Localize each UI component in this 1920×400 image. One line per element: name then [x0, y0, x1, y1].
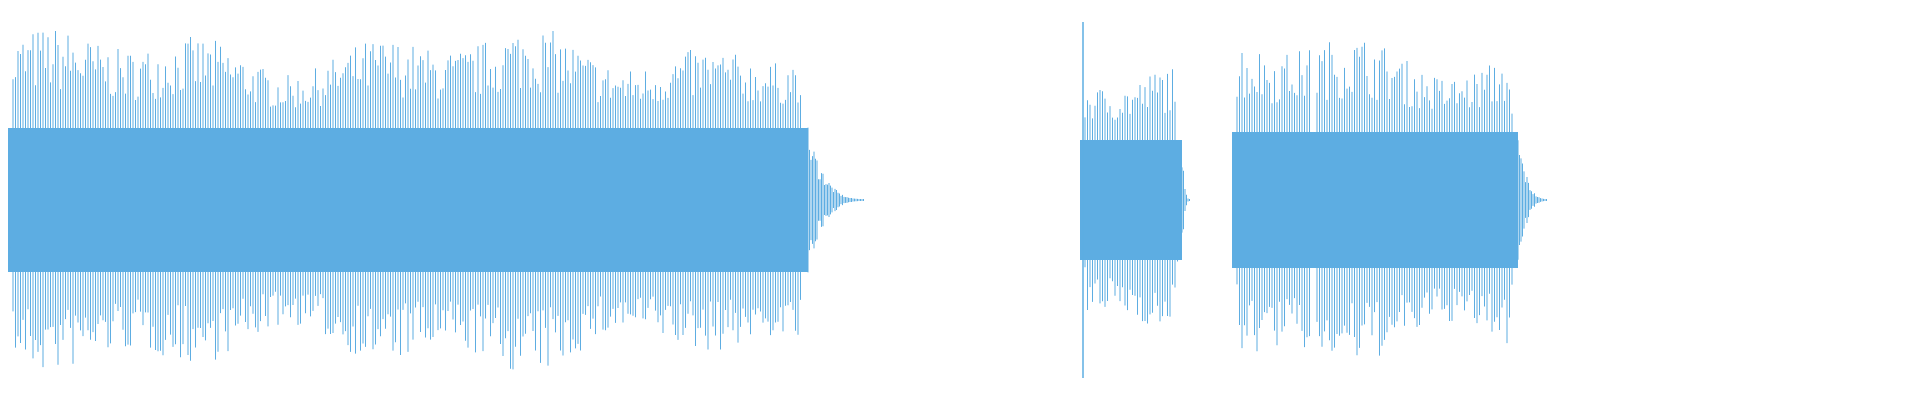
- waveform-segment-2: [1080, 69, 1190, 324]
- waveform-segment-1: [8, 30, 864, 370]
- waveform-segment-3: [1232, 42, 1547, 356]
